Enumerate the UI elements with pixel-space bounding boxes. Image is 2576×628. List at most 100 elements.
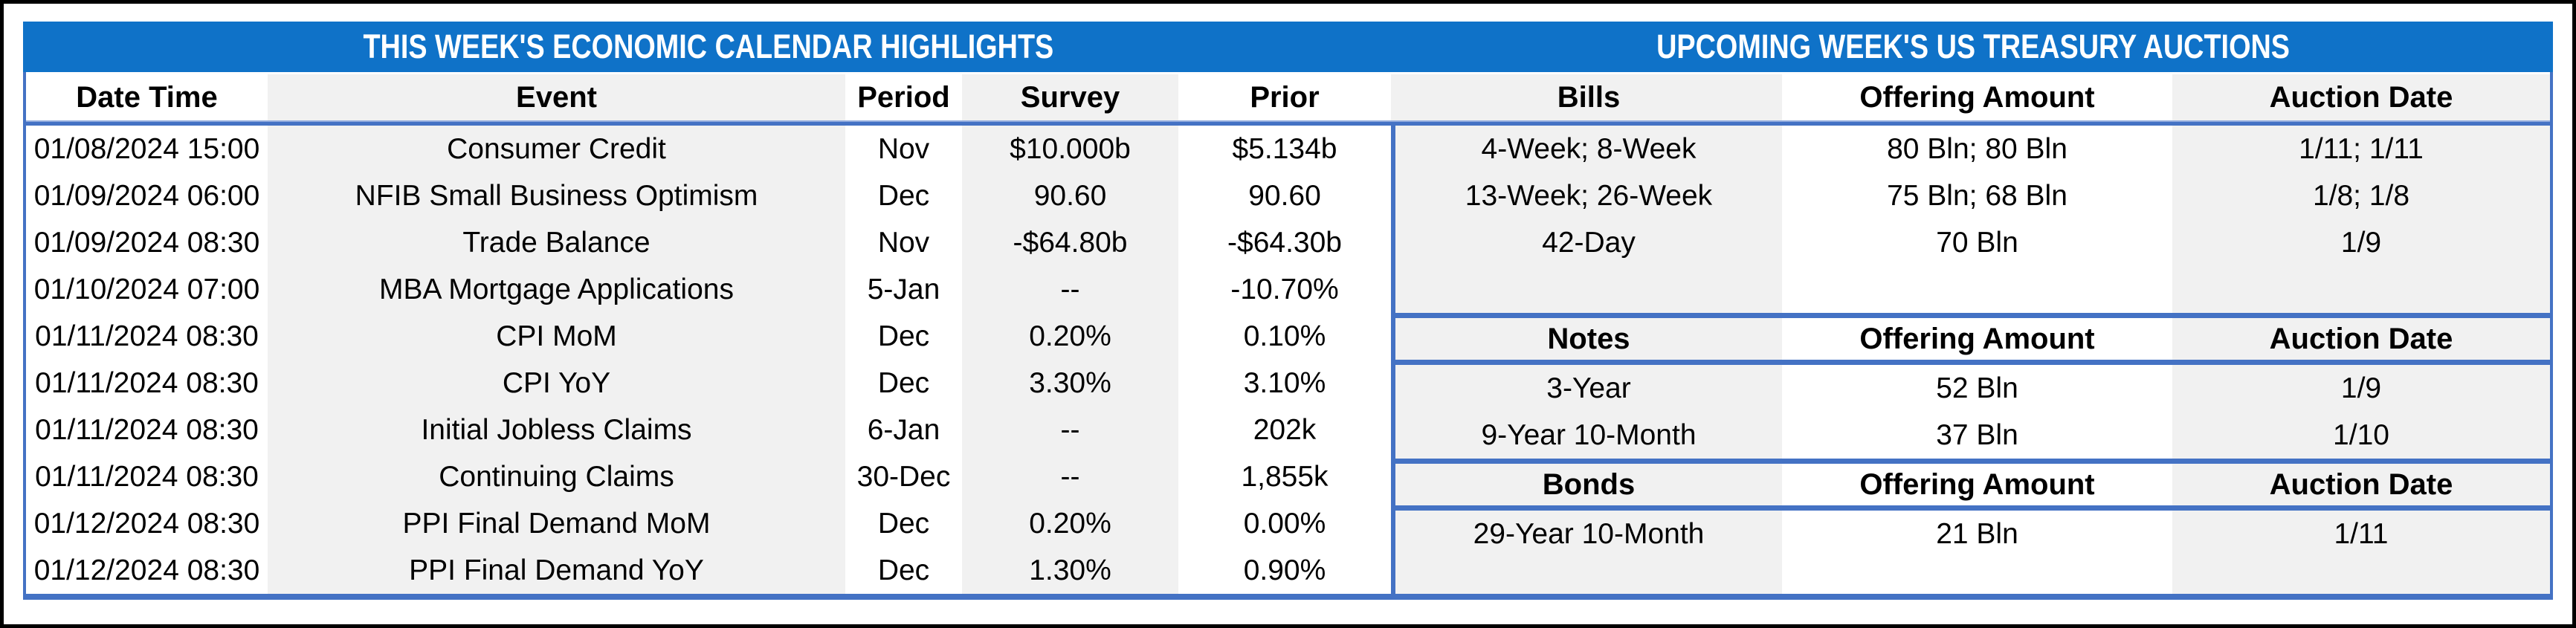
header-bonds: Bonds [1542, 467, 1636, 501]
cell-period: Dec [845, 360, 962, 407]
calendar-auctions-panel: THIS WEEK'S ECONOMIC CALENDAR HIGHLIGHTS… [23, 22, 2553, 600]
header-offering-amount: Offering Amount [1859, 322, 2095, 355]
cell-prior: 202k [1178, 407, 1391, 453]
cell-survey: 1.30% [962, 547, 1178, 594]
treasury-auctions-title-area: UPCOMING WEEK'S US TREASURY AUCTIONS [1393, 22, 2553, 72]
header-separator [26, 120, 2550, 126]
cell-survey: 90.60 [962, 172, 1178, 219]
cell-event: CPI YoY [268, 360, 845, 407]
bills-section: 4-Week; 8-Week 80 Bln; 80 Bln 1/11; 1/11 13… [1395, 126, 2550, 313]
cell-date-time: 01/11/2024 08:30 [26, 407, 268, 453]
cell-prior: 0.00% [1178, 500, 1391, 547]
cell-survey: -$64.80b [962, 219, 1178, 266]
table-row: 01/11/2024 08:30 CPI YoY Dec 3.30% 3.10% [26, 360, 1391, 407]
cell-survey: -- [962, 407, 1178, 453]
cell-prior: $5.134b [1178, 126, 1391, 172]
table-row: 01/11/2024 08:30 Initial Jobless Claims 6-… [26, 407, 1391, 453]
cell-period: Dec [845, 547, 962, 594]
table-row: 01/10/2024 07:00 MBA Mortgage Application… [26, 266, 1391, 313]
header-gap [1391, 74, 1395, 120]
cell-auction-date: 1/8; 1/8 [2312, 179, 2410, 212]
treasury-auctions-table: 4-Week; 8-Week 80 Bln; 80 Bln 1/11; 1/11 13… [1395, 126, 2550, 594]
header-prior: Prior [1178, 74, 1391, 120]
cell-survey: -- [962, 453, 1178, 500]
panel-divider [1391, 126, 1395, 594]
column-header-row: Date Time Event Period Survey Prior Bill… [26, 72, 2550, 120]
table-row: 01/08/2024 15:00 Consumer Credit Nov $10.00… [26, 126, 1391, 172]
cell-auction-date: 1/11; 1/11 [2299, 132, 2424, 165]
cell-term: 9-Year 10-Month [1481, 418, 1697, 451]
header-bills: Bills [1395, 74, 1782, 120]
notes-header-row: Notes Offering Amount Auction Date [1395, 318, 2550, 360]
header-auction-date: Auction Date [2269, 322, 2453, 355]
cell-offering-amount: 80 Bln; 80 Bln [1887, 132, 2067, 165]
table-row: 01/12/2024 08:30 PPI Final Demand MoM Dec 0… [26, 500, 1391, 547]
cell-event: NFIB Small Business Optimism [268, 172, 845, 219]
economic-calendar-rows: 01/08/2024 15:00 Consumer Credit Nov $10.00… [26, 126, 1391, 594]
cell-event: CPI MoM [268, 313, 845, 360]
cell-period: Dec [845, 172, 962, 219]
bonds-header-row: Bonds Offering Amount Auction Date [1395, 464, 2550, 505]
cell-prior: 90.60 [1178, 172, 1391, 219]
cell-offering-amount: 75 Bln; 68 Bln [1887, 179, 2067, 212]
table-row: 01/12/2024 08:30 PPI Final Demand YoY Dec 1… [26, 547, 1391, 594]
cell-date-time: 01/10/2024 07:00 [26, 266, 268, 313]
table-row: 01/11/2024 08:30 Continuing Claims 30-Dec -… [26, 453, 1391, 500]
cell-term: 42-Day [1542, 226, 1636, 259]
section-separator [1395, 360, 2550, 365]
cell-survey: $10.000b [962, 126, 1178, 172]
cell-auction-date: 1/9 [2340, 372, 2382, 404]
cell-auction-date: 1/11 [2334, 517, 2389, 550]
table-row: 3-Year 52 Bln 1/9 [1395, 365, 2550, 412]
section-separator [1395, 313, 2550, 318]
table-row: 4-Week; 8-Week 80 Bln; 80 Bln 1/11; 1/11 [1395, 126, 2550, 172]
header-period: Period [845, 74, 962, 120]
cell-survey: 3.30% [962, 360, 1178, 407]
section-separator [1395, 459, 2550, 464]
cell-period: Dec [845, 313, 962, 360]
header-survey: Survey [962, 74, 1178, 120]
cell-auction-date: 1/9 [2340, 226, 2382, 259]
bonds-section: 29-Year 10-Month 21 Bln 1/11 [1395, 511, 2550, 594]
economic-calendar-title: THIS WEEK'S ECONOMIC CALENDAR HIGHLIGHTS [363, 27, 1053, 65]
cell-date-time: 01/08/2024 15:00 [26, 126, 268, 172]
cell-prior: 0.90% [1178, 547, 1391, 594]
cell-auction-date: 1/10 [2333, 418, 2389, 451]
cell-event: PPI Final Demand MoM [268, 500, 845, 547]
cell-event: Continuing Claims [268, 453, 845, 500]
table-row: 01/11/2024 08:30 CPI MoM Dec 0.20% 0.10% [26, 313, 1391, 360]
tables-body: Date Time Event Period Survey Prior Bill… [23, 72, 2553, 600]
cell-term: 3-Year [1546, 372, 1631, 404]
cell-date-time: 01/09/2024 06:00 [26, 172, 268, 219]
header-offering-amount: Offering Amount [1782, 74, 2172, 120]
table-row: 29-Year 10-Month 21 Bln 1/11 [1395, 511, 2550, 557]
cell-survey: -- [962, 266, 1178, 313]
cell-period: 30-Dec [845, 453, 962, 500]
cell-prior: -10.70% [1178, 266, 1391, 313]
cell-date-time: 01/11/2024 08:30 [26, 313, 268, 360]
cell-offering-amount: 52 Bln [1936, 372, 2018, 404]
cell-period: 5-Jan [845, 266, 962, 313]
cell-date-time: 01/12/2024 08:30 [26, 500, 268, 547]
cell-period: 6-Jan [845, 407, 962, 453]
cell-term: 29-Year 10-Month [1473, 517, 1705, 550]
cell-prior: -$64.30b [1178, 219, 1391, 266]
header-auction-date: Auction Date [2269, 467, 2453, 501]
treasury-auctions-title: UPCOMING WEEK'S US TREASURY AUCTIONS [1656, 27, 2290, 65]
cell-period: Nov [845, 219, 962, 266]
cell-event: Consumer Credit [268, 126, 845, 172]
cell-event: Initial Jobless Claims [268, 407, 845, 453]
header-date-time: Date Time [26, 74, 268, 120]
cell-survey: 0.20% [962, 313, 1178, 360]
cell-date-time: 01/11/2024 08:30 [26, 453, 268, 500]
cell-term: 13-Week; 26-Week [1465, 179, 1713, 212]
header-offering-amount: Offering Amount [1859, 467, 2095, 501]
table-row: 01/09/2024 08:30 Trade Balance Nov -$64.80b… [26, 219, 1391, 266]
cell-event: PPI Final Demand YoY [268, 547, 845, 594]
cell-date-time: 01/09/2024 08:30 [26, 219, 268, 266]
cell-date-time: 01/11/2024 08:30 [26, 360, 268, 407]
header-event: Event [268, 74, 845, 120]
cell-prior: 3.10% [1178, 360, 1391, 407]
table-row: 42-Day 70 Bln 1/9 [1395, 219, 2550, 266]
